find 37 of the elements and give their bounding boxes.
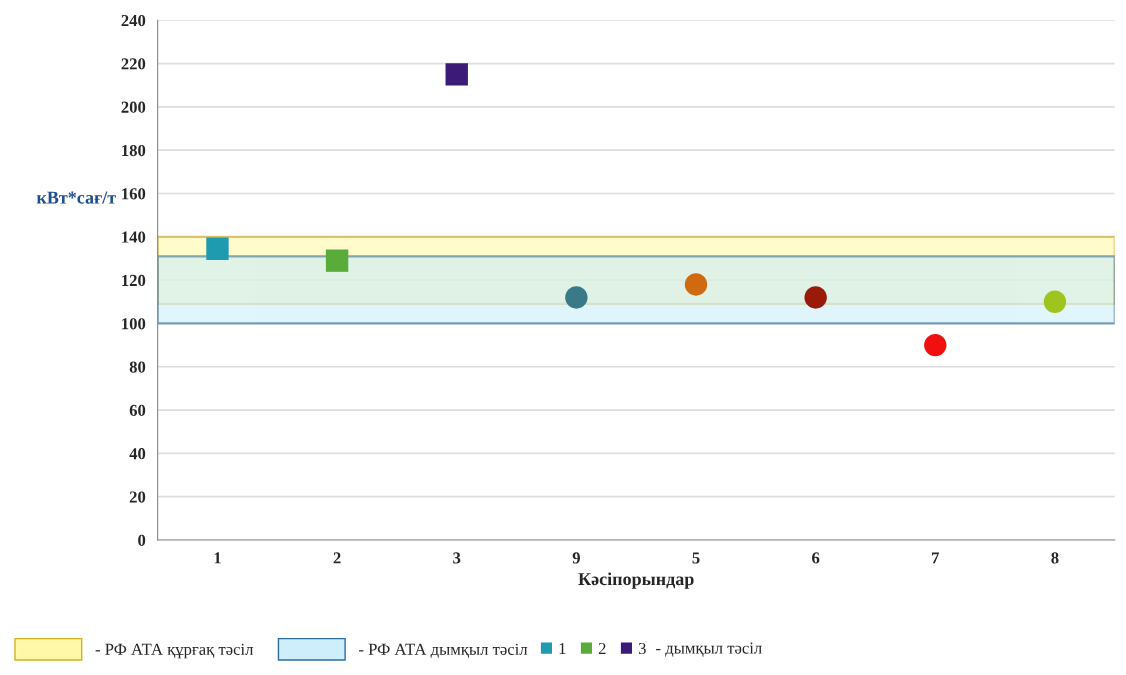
x-tick-label: 1	[214, 552, 221, 564]
point	[565, 286, 588, 309]
y-tick-label: 80	[129, 361, 146, 373]
point	[684, 273, 708, 296]
y-tick-label: 60	[129, 404, 146, 417]
y-tick-label: 240	[121, 14, 146, 27]
x-tick-label: 5	[692, 552, 700, 564]
legend-label: 3	[638, 642, 646, 655]
y-axis-title: кВт*сағ/т	[36, 191, 116, 204]
point	[206, 237, 229, 260]
y-tick-label: 100	[122, 318, 146, 330]
y-tick-label: 120	[122, 274, 146, 287]
x-tick-label: 6	[812, 552, 820, 564]
legend-label: - РФ АТА дымқыл тәсіл	[359, 643, 528, 658]
x-axis-title: Кәсіпорындар	[578, 572, 694, 589]
x-tick-label: 8	[1051, 552, 1059, 564]
y-tick-label: 20	[129, 491, 146, 503]
y-tick-label: 140	[122, 231, 146, 243]
y-tick-label: 160	[122, 188, 146, 200]
text: - дымқыл тәсіл	[656, 642, 762, 657]
x-tick-label: 9	[572, 552, 580, 564]
legend-label: - РФ АТА құрғақ тәсіл	[95, 643, 254, 659]
legend-label: 2	[598, 642, 606, 654]
y-tick-label: 200	[121, 101, 146, 113]
point	[804, 286, 827, 309]
point	[445, 63, 468, 86]
point	[1043, 290, 1067, 313]
point	[325, 249, 349, 272]
x-tick-label: 3	[453, 552, 461, 564]
point	[924, 333, 947, 357]
y-tick-label: 40	[129, 448, 146, 460]
x-tick-label: 2	[333, 552, 341, 564]
x-tick-label: 7	[932, 552, 940, 564]
legend-label: 1	[559, 642, 566, 654]
y-tick-label: 0	[138, 534, 146, 546]
y-tick-label: 180	[122, 144, 146, 157]
y-tick-label: 220	[121, 58, 146, 70]
